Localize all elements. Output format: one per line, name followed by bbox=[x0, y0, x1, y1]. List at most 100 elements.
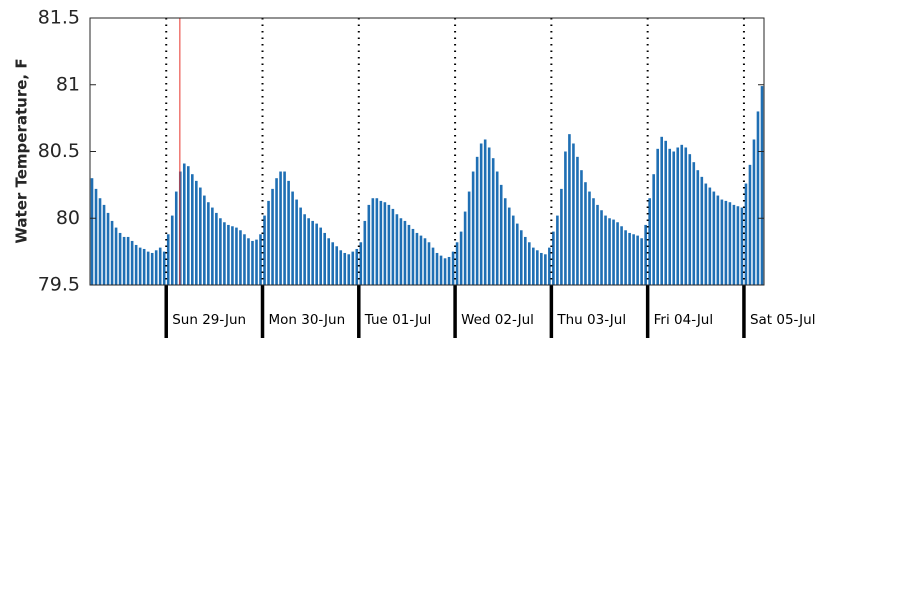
bar bbox=[467, 191, 471, 285]
bar bbox=[560, 188, 563, 285]
x-tick-label: Mon 30-Jun bbox=[269, 312, 346, 328]
bar bbox=[664, 140, 668, 285]
bar bbox=[134, 244, 138, 285]
bar bbox=[688, 154, 692, 285]
bar bbox=[195, 180, 198, 285]
bar bbox=[736, 206, 740, 285]
bar bbox=[632, 234, 635, 285]
y-tick-label: 80.5 bbox=[38, 140, 80, 162]
bar bbox=[162, 251, 166, 285]
bar bbox=[439, 255, 443, 285]
bar bbox=[255, 239, 258, 285]
bar bbox=[672, 151, 676, 285]
bar bbox=[435, 252, 439, 285]
bar bbox=[503, 198, 507, 285]
bar bbox=[708, 187, 712, 285]
bar bbox=[756, 111, 760, 285]
bar bbox=[219, 218, 222, 285]
bar bbox=[299, 207, 302, 285]
bar bbox=[295, 199, 298, 285]
bar bbox=[223, 222, 226, 285]
bar bbox=[564, 151, 567, 285]
bar bbox=[90, 178, 94, 285]
bar bbox=[748, 164, 752, 285]
bar bbox=[283, 171, 286, 285]
bar bbox=[588, 191, 591, 285]
bar bbox=[186, 166, 190, 285]
bar bbox=[174, 191, 178, 285]
bar bbox=[287, 180, 290, 285]
bar bbox=[680, 144, 684, 285]
bar bbox=[203, 195, 206, 285]
bar bbox=[640, 238, 643, 285]
bar bbox=[215, 212, 218, 285]
bar bbox=[636, 235, 639, 285]
bar bbox=[752, 139, 756, 285]
bar bbox=[291, 191, 294, 285]
bar bbox=[519, 230, 523, 285]
bar bbox=[311, 220, 314, 285]
bar bbox=[395, 214, 399, 285]
bar bbox=[339, 250, 343, 285]
bar bbox=[556, 215, 559, 285]
bar bbox=[407, 224, 411, 285]
bar bbox=[166, 234, 170, 285]
bar bbox=[596, 204, 599, 285]
bar bbox=[451, 251, 455, 285]
bar bbox=[351, 251, 355, 285]
bar bbox=[728, 202, 732, 285]
bar bbox=[696, 170, 700, 285]
bar bbox=[307, 218, 310, 285]
bar bbox=[712, 191, 716, 285]
bar bbox=[447, 256, 451, 285]
bar bbox=[323, 232, 327, 285]
bar bbox=[355, 248, 359, 285]
bar bbox=[279, 171, 282, 285]
bar bbox=[403, 220, 407, 285]
bar bbox=[383, 202, 387, 285]
bar bbox=[608, 218, 611, 285]
bar bbox=[740, 207, 744, 285]
bar bbox=[443, 258, 447, 285]
bar bbox=[243, 234, 246, 285]
bar bbox=[431, 247, 435, 285]
bar bbox=[207, 202, 210, 285]
bar bbox=[592, 198, 595, 285]
bar bbox=[483, 139, 487, 285]
bar bbox=[572, 143, 575, 285]
bar bbox=[190, 174, 194, 285]
bar bbox=[110, 220, 114, 285]
bar bbox=[399, 218, 403, 285]
bar bbox=[271, 188, 274, 285]
bar bbox=[495, 171, 499, 285]
bar bbox=[259, 234, 262, 285]
bar bbox=[363, 220, 367, 285]
bar bbox=[227, 224, 230, 285]
bar bbox=[523, 236, 527, 285]
bar bbox=[371, 198, 375, 285]
bar bbox=[684, 147, 688, 285]
bar bbox=[251, 240, 254, 285]
bar bbox=[716, 195, 720, 285]
bar bbox=[239, 230, 242, 285]
bar bbox=[387, 204, 391, 285]
bar bbox=[704, 183, 708, 285]
bar bbox=[182, 163, 186, 285]
bar bbox=[499, 184, 503, 285]
bar bbox=[359, 242, 363, 285]
bar bbox=[118, 232, 122, 285]
bar bbox=[247, 238, 250, 285]
bar bbox=[391, 208, 395, 285]
bar bbox=[576, 156, 579, 285]
bar bbox=[335, 246, 339, 285]
bar bbox=[146, 251, 150, 285]
x-tick-label: Fri 04-Jul bbox=[654, 312, 713, 328]
y-tick-label: 79.5 bbox=[38, 274, 80, 296]
bar bbox=[327, 238, 331, 285]
bar bbox=[532, 247, 535, 285]
bar bbox=[427, 242, 431, 285]
bar bbox=[652, 174, 655, 285]
bar bbox=[275, 178, 278, 285]
bar bbox=[760, 86, 764, 286]
